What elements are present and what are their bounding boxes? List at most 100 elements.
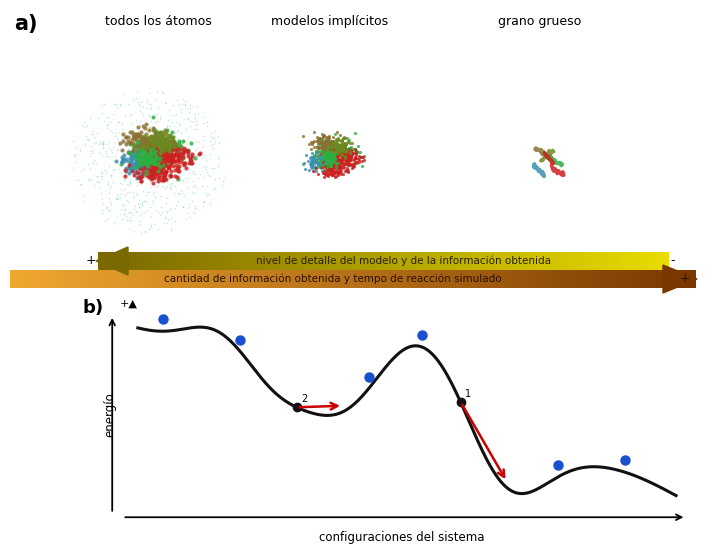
- Point: [166, 158, 177, 167]
- Bar: [107, 252, 110, 270]
- Point: [325, 145, 337, 154]
- Point: [159, 170, 171, 179]
- Point: [133, 146, 145, 154]
- Point: [166, 136, 177, 145]
- Point: [152, 153, 164, 162]
- Point: [329, 141, 340, 150]
- Point: [327, 155, 339, 164]
- Point: [324, 140, 335, 149]
- Point: [128, 170, 140, 179]
- Bar: [535, 270, 538, 288]
- Bar: [599, 270, 602, 288]
- Point: [164, 148, 176, 157]
- Point: [150, 129, 161, 137]
- Bar: [434, 270, 437, 288]
- Bar: [291, 270, 294, 288]
- Point: [198, 153, 209, 161]
- Point: [114, 165, 125, 173]
- Point: [151, 181, 162, 190]
- Point: [130, 152, 141, 161]
- Bar: [371, 252, 374, 270]
- Bar: [444, 252, 446, 270]
- Bar: [459, 252, 461, 270]
- Point: [183, 168, 195, 177]
- Bar: [193, 252, 195, 270]
- Point: [151, 138, 163, 147]
- Point: [327, 158, 338, 167]
- Point: [135, 109, 147, 118]
- Point: [325, 139, 337, 148]
- Point: [106, 172, 117, 181]
- Bar: [458, 270, 460, 288]
- Point: [327, 160, 339, 168]
- Point: [198, 113, 209, 121]
- Point: [95, 168, 106, 177]
- Point: [118, 210, 130, 219]
- Point: [332, 168, 343, 177]
- Point: [340, 156, 352, 165]
- Point: [343, 150, 355, 159]
- Bar: [236, 270, 239, 288]
- Point: [83, 136, 95, 145]
- Point: [131, 87, 143, 96]
- Bar: [28, 270, 31, 288]
- Point: [327, 132, 338, 141]
- Point: [319, 141, 330, 150]
- Bar: [660, 252, 662, 270]
- Point: [140, 155, 151, 164]
- Bar: [90, 270, 93, 288]
- Bar: [230, 270, 232, 288]
- Point: [337, 138, 348, 147]
- Point: [149, 158, 161, 166]
- Point: [161, 218, 173, 227]
- Point: [147, 168, 159, 177]
- Bar: [677, 270, 680, 288]
- Point: [185, 101, 196, 109]
- Point: [119, 137, 130, 146]
- Point: [140, 164, 151, 172]
- Point: [148, 153, 159, 161]
- Point: [324, 137, 336, 146]
- Point: [170, 146, 182, 155]
- Point: [206, 129, 217, 137]
- Bar: [303, 252, 306, 270]
- Point: [152, 153, 164, 161]
- Point: [148, 155, 160, 164]
- Point: [140, 150, 151, 159]
- Point: [332, 167, 344, 176]
- Bar: [244, 252, 247, 270]
- Point: [128, 153, 140, 161]
- Point: [155, 152, 167, 161]
- Point: [162, 147, 174, 155]
- Point: [130, 169, 141, 178]
- Point: [173, 146, 185, 155]
- Point: [311, 154, 323, 163]
- Point: [332, 133, 343, 142]
- Point: [189, 109, 201, 118]
- Point: [103, 206, 114, 215]
- Point: [148, 112, 159, 121]
- Point: [138, 138, 150, 147]
- Bar: [371, 270, 374, 288]
- Point: [167, 139, 179, 148]
- Point: [336, 160, 348, 169]
- Point: [329, 146, 340, 154]
- Bar: [641, 252, 644, 270]
- Point: [109, 128, 121, 137]
- Point: [343, 148, 355, 156]
- Point: [167, 101, 179, 109]
- Bar: [99, 270, 102, 288]
- Point: [83, 175, 95, 184]
- Point: [213, 162, 224, 171]
- Point: [142, 159, 153, 167]
- Point: [96, 174, 108, 183]
- Point: [159, 167, 170, 176]
- Point: [165, 152, 177, 161]
- Bar: [370, 252, 372, 270]
- Point: [346, 159, 358, 168]
- Bar: [481, 252, 484, 270]
- Point: [138, 160, 149, 169]
- Point: [156, 166, 167, 175]
- Point: [313, 134, 325, 143]
- Point: [177, 152, 189, 161]
